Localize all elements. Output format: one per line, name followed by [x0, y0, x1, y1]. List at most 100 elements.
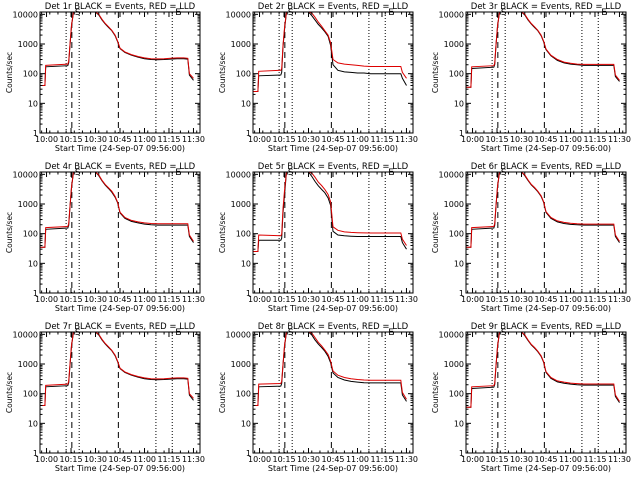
end-annotation: E — [175, 8, 181, 18]
y-axis-label: Counts/sec — [431, 372, 440, 413]
x-tick-label: 11:00 — [133, 455, 156, 464]
y-tick-label: 1000 — [444, 200, 464, 209]
black-series-line — [466, 12, 620, 88]
y-tick-label: 1 — [459, 289, 464, 298]
y-tick-label: 10 — [454, 419, 464, 428]
x-tick-label: 11:15 — [370, 295, 393, 304]
y-tick-label: 10 — [28, 99, 38, 108]
y-tick-label: 10000 — [439, 170, 464, 179]
x-tick-label: 10:30 — [510, 135, 533, 144]
end-annotation: E — [601, 168, 607, 178]
y-axis-label: Counts/sec — [5, 52, 14, 93]
y-tick-label: 1 — [246, 449, 251, 458]
black-series-line — [40, 332, 194, 406]
y-tick-label: 10 — [454, 259, 464, 268]
y-tick-label: 1 — [459, 129, 464, 138]
y-tick-label: 10000 — [226, 330, 251, 339]
x-tick-label: 10:30 — [297, 295, 320, 304]
black-series-line — [253, 12, 407, 92]
start-annotation: S — [75, 8, 81, 18]
series-group — [253, 172, 407, 252]
x-axis-label: Start Time (24-Sep-07 09:56:00) — [55, 304, 185, 313]
start-annotation: S — [501, 8, 507, 18]
y-tick-label: 100 — [23, 230, 38, 239]
y-tick-label: 1000 — [231, 360, 251, 369]
x-axis-label: Start Time (24-Sep-07 09:56:00) — [268, 464, 398, 473]
start-annotation: S — [501, 328, 507, 338]
x-tick-label: 11:15 — [157, 295, 180, 304]
y-axis-label: Counts/sec — [218, 52, 227, 93]
plot-frame — [465, 171, 627, 294]
chart-title: Det 4r BLACK = Events, RED = LLD — [45, 162, 196, 172]
chart-title: Det 2r BLACK = Events, RED = LLD — [258, 2, 409, 12]
x-tick-label: 11:30 — [395, 295, 418, 304]
end-annotation: E — [388, 168, 394, 178]
y-tick-label: 1 — [33, 289, 38, 298]
x-tick-label: 10:45 — [108, 455, 131, 464]
y-tick-label: 100 — [449, 70, 464, 79]
x-axis-label: Start Time (24-Sep-07 09:56:00) — [481, 144, 611, 153]
y-tick-label: 100 — [449, 230, 464, 239]
x-tick-label: 10:15 — [59, 455, 82, 464]
x-tick-label: 10:30 — [84, 295, 107, 304]
x-tick-label: 11:30 — [608, 295, 631, 304]
end-annotation: E — [601, 8, 607, 18]
start-annotation: S — [288, 168, 294, 178]
x-tick-label: 10:00 — [248, 455, 271, 464]
x-tick-label: 10:45 — [108, 295, 131, 304]
x-tick-label: 11:30 — [608, 135, 631, 144]
x-tick-label: 11:00 — [133, 135, 156, 144]
y-tick-label: 100 — [236, 230, 251, 239]
x-tick-label: 11:00 — [559, 135, 582, 144]
y-tick-label: 10 — [454, 99, 464, 108]
red-series-line — [466, 12, 620, 88]
x-tick-label: 10:00 — [248, 135, 271, 144]
y-axis-label: Counts/sec — [431, 212, 440, 253]
y-tick-label: 1 — [246, 129, 251, 138]
chart-panel-8: Det 8r BLACK = Events, RED = LLD 1 10 100 10… — [218, 322, 418, 473]
chart-title: Det 9r BLACK = Events, RED = LLD — [471, 322, 622, 332]
black-series-line — [466, 332, 620, 408]
y-tick-label: 100 — [236, 390, 251, 399]
x-tick-label: 11:15 — [370, 455, 393, 464]
red-series-line — [40, 332, 194, 406]
y-tick-label: 10000 — [13, 170, 38, 179]
plot-frame — [465, 11, 627, 134]
x-tick-label: 10:45 — [321, 295, 344, 304]
x-tick-label: 11:15 — [583, 455, 606, 464]
x-tick-label: 10:15 — [485, 135, 508, 144]
x-axis-label: Start Time (24-Sep-07 09:56:00) — [268, 144, 398, 153]
x-tick-label: 10:30 — [84, 135, 107, 144]
y-tick-label: 10 — [241, 259, 251, 268]
x-tick-label: 10:00 — [248, 295, 271, 304]
chart-title: Det 7r BLACK = Events, RED = LLD — [45, 322, 196, 332]
x-tick-label: 10:15 — [272, 455, 295, 464]
chart-title: Det 1r BLACK = Events, RED = LLD — [45, 2, 196, 12]
y-tick-label: 1000 — [231, 200, 251, 209]
x-tick-label: 10:30 — [510, 295, 533, 304]
start-annotation: S — [75, 328, 81, 338]
end-annotation: E — [388, 328, 394, 338]
end-annotation: E — [601, 328, 607, 338]
x-tick-label: 10:45 — [108, 135, 131, 144]
x-tick-label: 10:00 — [35, 455, 58, 464]
x-axis-label: Start Time (24-Sep-07 09:56:00) — [55, 464, 185, 473]
x-axis-label: Start Time (24-Sep-07 09:56:00) — [481, 464, 611, 473]
end-annotation: E — [388, 8, 394, 18]
chart-panel-1: Det 1r BLACK = Events, RED = LLD 1 10 100 10… — [5, 2, 205, 153]
plot-frame — [39, 171, 201, 294]
red-series-line — [40, 12, 194, 86]
x-tick-label: 10:15 — [272, 135, 295, 144]
y-tick-label: 1 — [33, 129, 38, 138]
x-tick-label: 10:30 — [84, 455, 107, 464]
chart-panel-5: Det 5r BLACK = Events, RED = LLD 1 10 100 10… — [218, 162, 418, 313]
y-tick-label: 100 — [449, 390, 464, 399]
x-tick-label: 10:15 — [485, 295, 508, 304]
chart-panel-3: Det 3r BLACK = Events, RED = LLD 1 10 100 10… — [431, 2, 631, 153]
series-group — [466, 332, 620, 408]
red-series-line — [253, 332, 407, 406]
x-tick-label: 10:45 — [321, 135, 344, 144]
series-group — [40, 332, 194, 406]
y-axis-label: Counts/sec — [218, 212, 227, 253]
y-tick-label: 100 — [236, 70, 251, 79]
